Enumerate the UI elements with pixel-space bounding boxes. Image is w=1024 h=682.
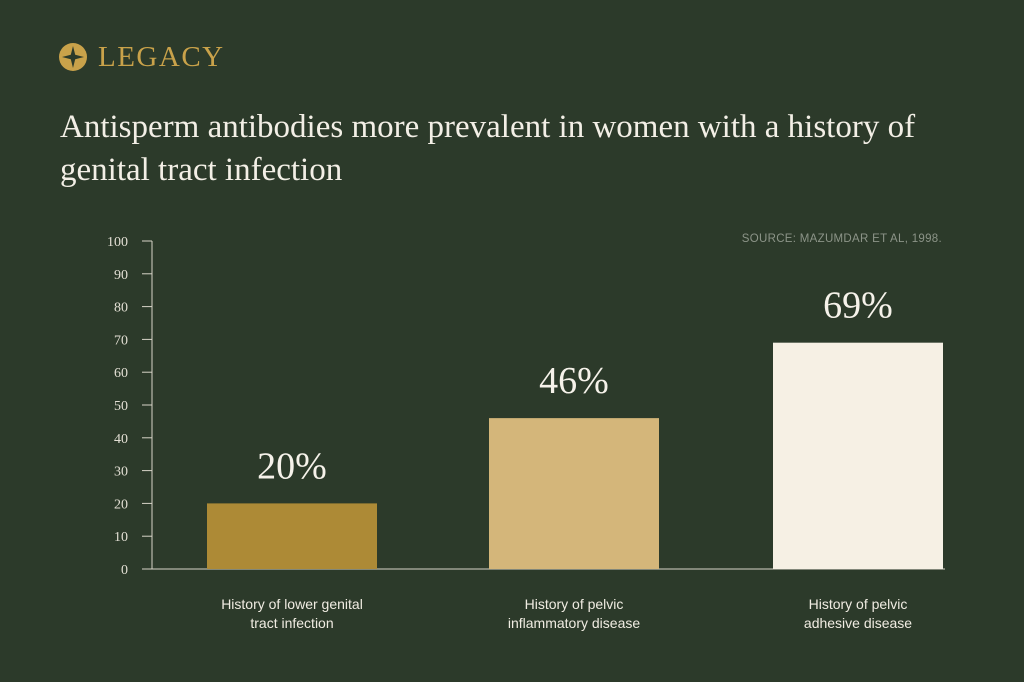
data-label: 20% (257, 445, 327, 487)
bar (489, 418, 659, 569)
category-label: History of lower genital (221, 596, 363, 612)
y-tick-label: 50 (114, 399, 128, 414)
y-tick-label: 70 (114, 333, 128, 348)
x-axis-labels: History of lower genital tract infection H… (221, 596, 912, 631)
category-label: inflammatory disease (508, 615, 640, 631)
y-tick-label: 100 (107, 235, 128, 250)
chart-title: Antisperm antibodies more prevalent in w… (60, 109, 916, 188)
category-label: adhesive disease (804, 615, 912, 631)
y-tick-label: 80 (114, 301, 128, 316)
data-label: 69% (823, 285, 893, 327)
bar (773, 342, 943, 569)
category-label: History of pelvic (809, 596, 908, 612)
brand-name: LEGACY (98, 40, 225, 73)
category-label: History of pelvic (525, 596, 624, 612)
brand: LEGACY (58, 42, 225, 72)
y-tick-label: 30 (114, 465, 128, 480)
data-label: 46% (539, 360, 609, 402)
category-label: tract infection (250, 615, 333, 631)
compass-star-icon (59, 43, 87, 71)
y-tick-label: 20 (114, 497, 128, 512)
source-note: SOURCE: MAZUMDAR ET AL, 1998. (742, 233, 942, 245)
bar (207, 503, 377, 569)
bars: 20% 46% 69% (207, 285, 943, 569)
y-tick-label: 60 (114, 366, 128, 381)
y-tick-label: 10 (114, 530, 128, 545)
y-tick-label: 40 (114, 432, 128, 447)
y-tick-label: 0 (121, 563, 128, 578)
y-tick-label: 90 (114, 268, 128, 283)
